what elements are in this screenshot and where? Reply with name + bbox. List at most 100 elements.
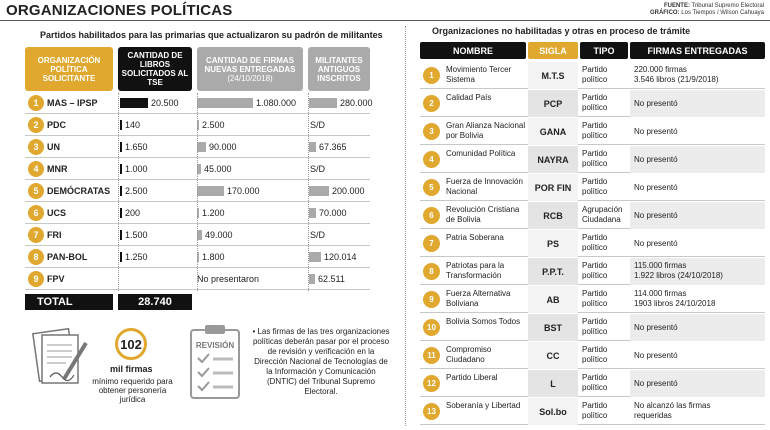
col-militantes-header: MILITANTES ANTIGUOS INSCRITOS — [308, 47, 370, 91]
org-tipo: Partido político — [582, 317, 608, 336]
firmas-bar — [197, 186, 224, 196]
table-row: 6 Revolución Cristiana de Bolivia RCB Agrup… — [420, 202, 765, 229]
militantes-bar — [309, 274, 315, 284]
org-sigla: PS — [546, 238, 559, 249]
org-firmas: No presentó — [634, 379, 678, 388]
row-number-badge: 5 — [423, 179, 440, 196]
org-sigla: RCB — [543, 210, 563, 221]
org-firmas: No presentó — [634, 351, 678, 360]
firmas-value: 90.000 — [209, 142, 237, 152]
libros-value: 1.000 — [125, 164, 148, 174]
militantes-bar — [309, 98, 337, 108]
militantes-value: S/D — [310, 230, 326, 240]
party-name: MAS – IPSP — [47, 98, 98, 108]
col-nombre-header: NOMBRE — [420, 42, 526, 59]
row-number-badge: 3 — [28, 139, 44, 155]
firmas-value: 1.800 — [202, 252, 225, 262]
org-tipo: Partido político — [582, 149, 608, 168]
org-sigla: NAYRA — [537, 154, 569, 165]
libros-value: 1.250 — [125, 252, 148, 262]
row-number-badge: 4 — [28, 161, 44, 177]
libros-bar — [120, 252, 122, 262]
row-number-badge: 2 — [423, 95, 440, 112]
org-name: Patriotas para la Transformación — [446, 261, 505, 280]
party-name: UN — [47, 142, 60, 152]
document-pen-icon — [31, 327, 88, 384]
source-credit: FUENTE: Tribunal Supremo Electoral GRÁFI… — [649, 3, 764, 16]
row-number-badge: 7 — [28, 227, 44, 243]
org-sigla: BST — [544, 322, 562, 333]
party-name: FRI — [47, 230, 62, 240]
org-name: Patria Soberana — [446, 233, 504, 242]
org-name: Fuerza de Innovación Nacional — [446, 177, 523, 196]
firmas-bar — [197, 230, 202, 240]
militantes-bar — [309, 252, 321, 262]
org-sigla: GANA — [539, 126, 567, 137]
org-sigla: PCP — [543, 98, 563, 109]
org-tipo: Partido político — [582, 373, 608, 392]
row-number-badge: 6 — [28, 205, 44, 221]
militantes-value: 70.000 — [319, 208, 347, 218]
table-row: 4 Comunidad Política NAYRA Partido político… — [420, 146, 765, 173]
org-sigla: M.T.S — [541, 70, 565, 81]
page-title: ORGANIZACIONES POLÍTICAS — [6, 2, 233, 19]
firmas-value: 170.000 — [227, 186, 260, 196]
col-organizacion-header: ORGANIZACIÓN POLÍTICA SOLICITANTE — [25, 47, 113, 91]
org-tipo: Partido político — [582, 121, 608, 140]
row-number-badge: 10 — [423, 319, 440, 336]
org-firmas: No presentó — [634, 211, 678, 220]
libros-value: 140 — [125, 120, 141, 130]
org-name: Gran Alianza Nacional por Bolivia — [446, 121, 526, 140]
firmas-bar — [197, 142, 206, 152]
column-guide — [118, 93, 119, 291]
table-row: 9 Fuerza Alternativa Boliviana AB Partido p… — [420, 286, 765, 313]
militantes-value: 200.000 — [332, 186, 365, 196]
table-row: 5 Fuerza de Innovación Nacional POR FIN Par… — [420, 174, 765, 201]
militantes-value: S/D — [310, 120, 326, 130]
firmas-value: No presentaron — [197, 274, 260, 284]
org-tipo: Partido político — [582, 261, 608, 280]
militantes-value: 67.365 — [319, 142, 347, 152]
row-number-badge: 6 — [423, 207, 440, 224]
table-row: 7 Patria Soberana PS Partido político No pre… — [420, 230, 765, 257]
party-name: MNR — [47, 164, 68, 174]
org-tipo: Partido político — [582, 401, 608, 420]
title-rule — [0, 20, 770, 21]
libros-value: 1.500 — [125, 230, 148, 240]
table-row: 11 Compromiso Ciudadano CC Partido político… — [420, 342, 765, 369]
row-number-badge: 9 — [28, 271, 44, 287]
row-number-badge: 3 — [423, 123, 440, 140]
org-name: Fuerza Alternativa Boliviana — [446, 289, 511, 308]
table-row: 2 Calidad País PCP Partido político No prese… — [420, 90, 765, 117]
libros-bar — [120, 142, 122, 152]
party-name: DEMÓCRATAS — [47, 186, 111, 196]
org-firmas: 114.000 firmas 1903 libros 24/10/2018 — [634, 289, 716, 308]
row-number-badge: 9 — [423, 291, 440, 308]
org-firmas: No presentó — [634, 183, 678, 192]
org-name: Calidad País — [446, 93, 492, 102]
org-tipo: Partido político — [582, 233, 608, 252]
org-tipo: Partido político — [582, 177, 608, 196]
row-number-badge: 13 — [423, 403, 440, 420]
libros-bar — [120, 186, 122, 196]
org-sigla: L — [550, 378, 556, 389]
row-number-badge: 8 — [423, 263, 440, 280]
militantes-bar — [309, 186, 329, 196]
libros-bar — [120, 208, 122, 218]
firmas-bar — [197, 208, 199, 218]
row-number-badge: 12 — [423, 375, 440, 392]
right-heading: Organizaciones no habilitadas y otras en… — [432, 26, 691, 36]
col-firmas-entregadas-header: FIRMAS ENTREGADAS — [630, 42, 765, 59]
row-number-badge: 5 — [28, 183, 44, 199]
org-sigla: P.P.T. — [542, 266, 564, 277]
firmas-value: 1.200 — [202, 208, 225, 218]
firmas-bar — [197, 98, 253, 108]
org-firmas: 220.000 firmas 3.546 libros (21/9/2018) — [634, 65, 719, 84]
libros-value: 20.500 — [151, 98, 179, 108]
org-name: Partido Liberal — [446, 373, 498, 382]
libros-value: 200 — [125, 208, 141, 218]
org-name: Soberanía y Libertad — [446, 401, 521, 410]
org-tipo: Partido político — [582, 289, 608, 308]
libros-bar — [120, 164, 122, 174]
org-firmas: No presentó — [634, 323, 678, 332]
